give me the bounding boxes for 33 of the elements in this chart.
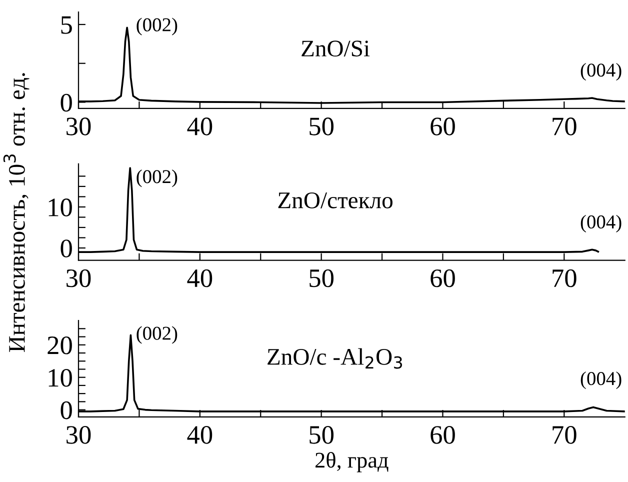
annotation: (002): [136, 326, 178, 344]
x-tick-label: 50: [310, 426, 334, 444]
annotation: ZnO/стекло: [278, 192, 392, 208]
x-tick-label: 40: [187, 269, 212, 288]
x-tick-label: 40: [187, 426, 212, 444]
y-axis-title: Интенсивность, 10$^{3}$ отн. ед.: [3, 73, 30, 352]
x-tick-label: 50: [310, 118, 334, 136]
y-tick-label: 0: [60, 401, 72, 420]
x-tick-label: 70: [552, 118, 576, 136]
x-tick-label: 70: [552, 426, 576, 444]
annotation: (002): [136, 18, 178, 36]
x-tick-label: 30: [66, 118, 91, 136]
y-tick-label: 10: [48, 198, 72, 216]
x-tick-label: 60: [430, 118, 455, 136]
y-tick-label: 0: [60, 94, 72, 112]
x-axis-title: 2θ, град: [316, 452, 388, 472]
y-tick-label: 20: [48, 336, 72, 354]
x-tick-label: 30: [66, 269, 91, 288]
annotation: (002): [136, 170, 178, 188]
y-tick-label: 10: [48, 368, 72, 387]
x-tick-label: 70: [552, 269, 576, 288]
annotation: (004): [580, 371, 622, 390]
x-tick-label: 60: [430, 426, 455, 444]
y-tick-label: 5: [61, 16, 72, 34]
x-tick-label: 60: [430, 269, 455, 288]
y-tick-label: 0: [60, 240, 72, 258]
annotation: ZnO/Si: [302, 40, 370, 57]
annotation: (004): [580, 63, 622, 81]
annotation: (004): [580, 214, 622, 232]
x-tick-label: 50: [310, 269, 334, 288]
x-tick-label: 30: [66, 426, 91, 444]
annotation: ZnO/c -Al$_{2}$O$_{3}$: [268, 348, 402, 369]
x-tick-label: 40: [187, 118, 212, 136]
